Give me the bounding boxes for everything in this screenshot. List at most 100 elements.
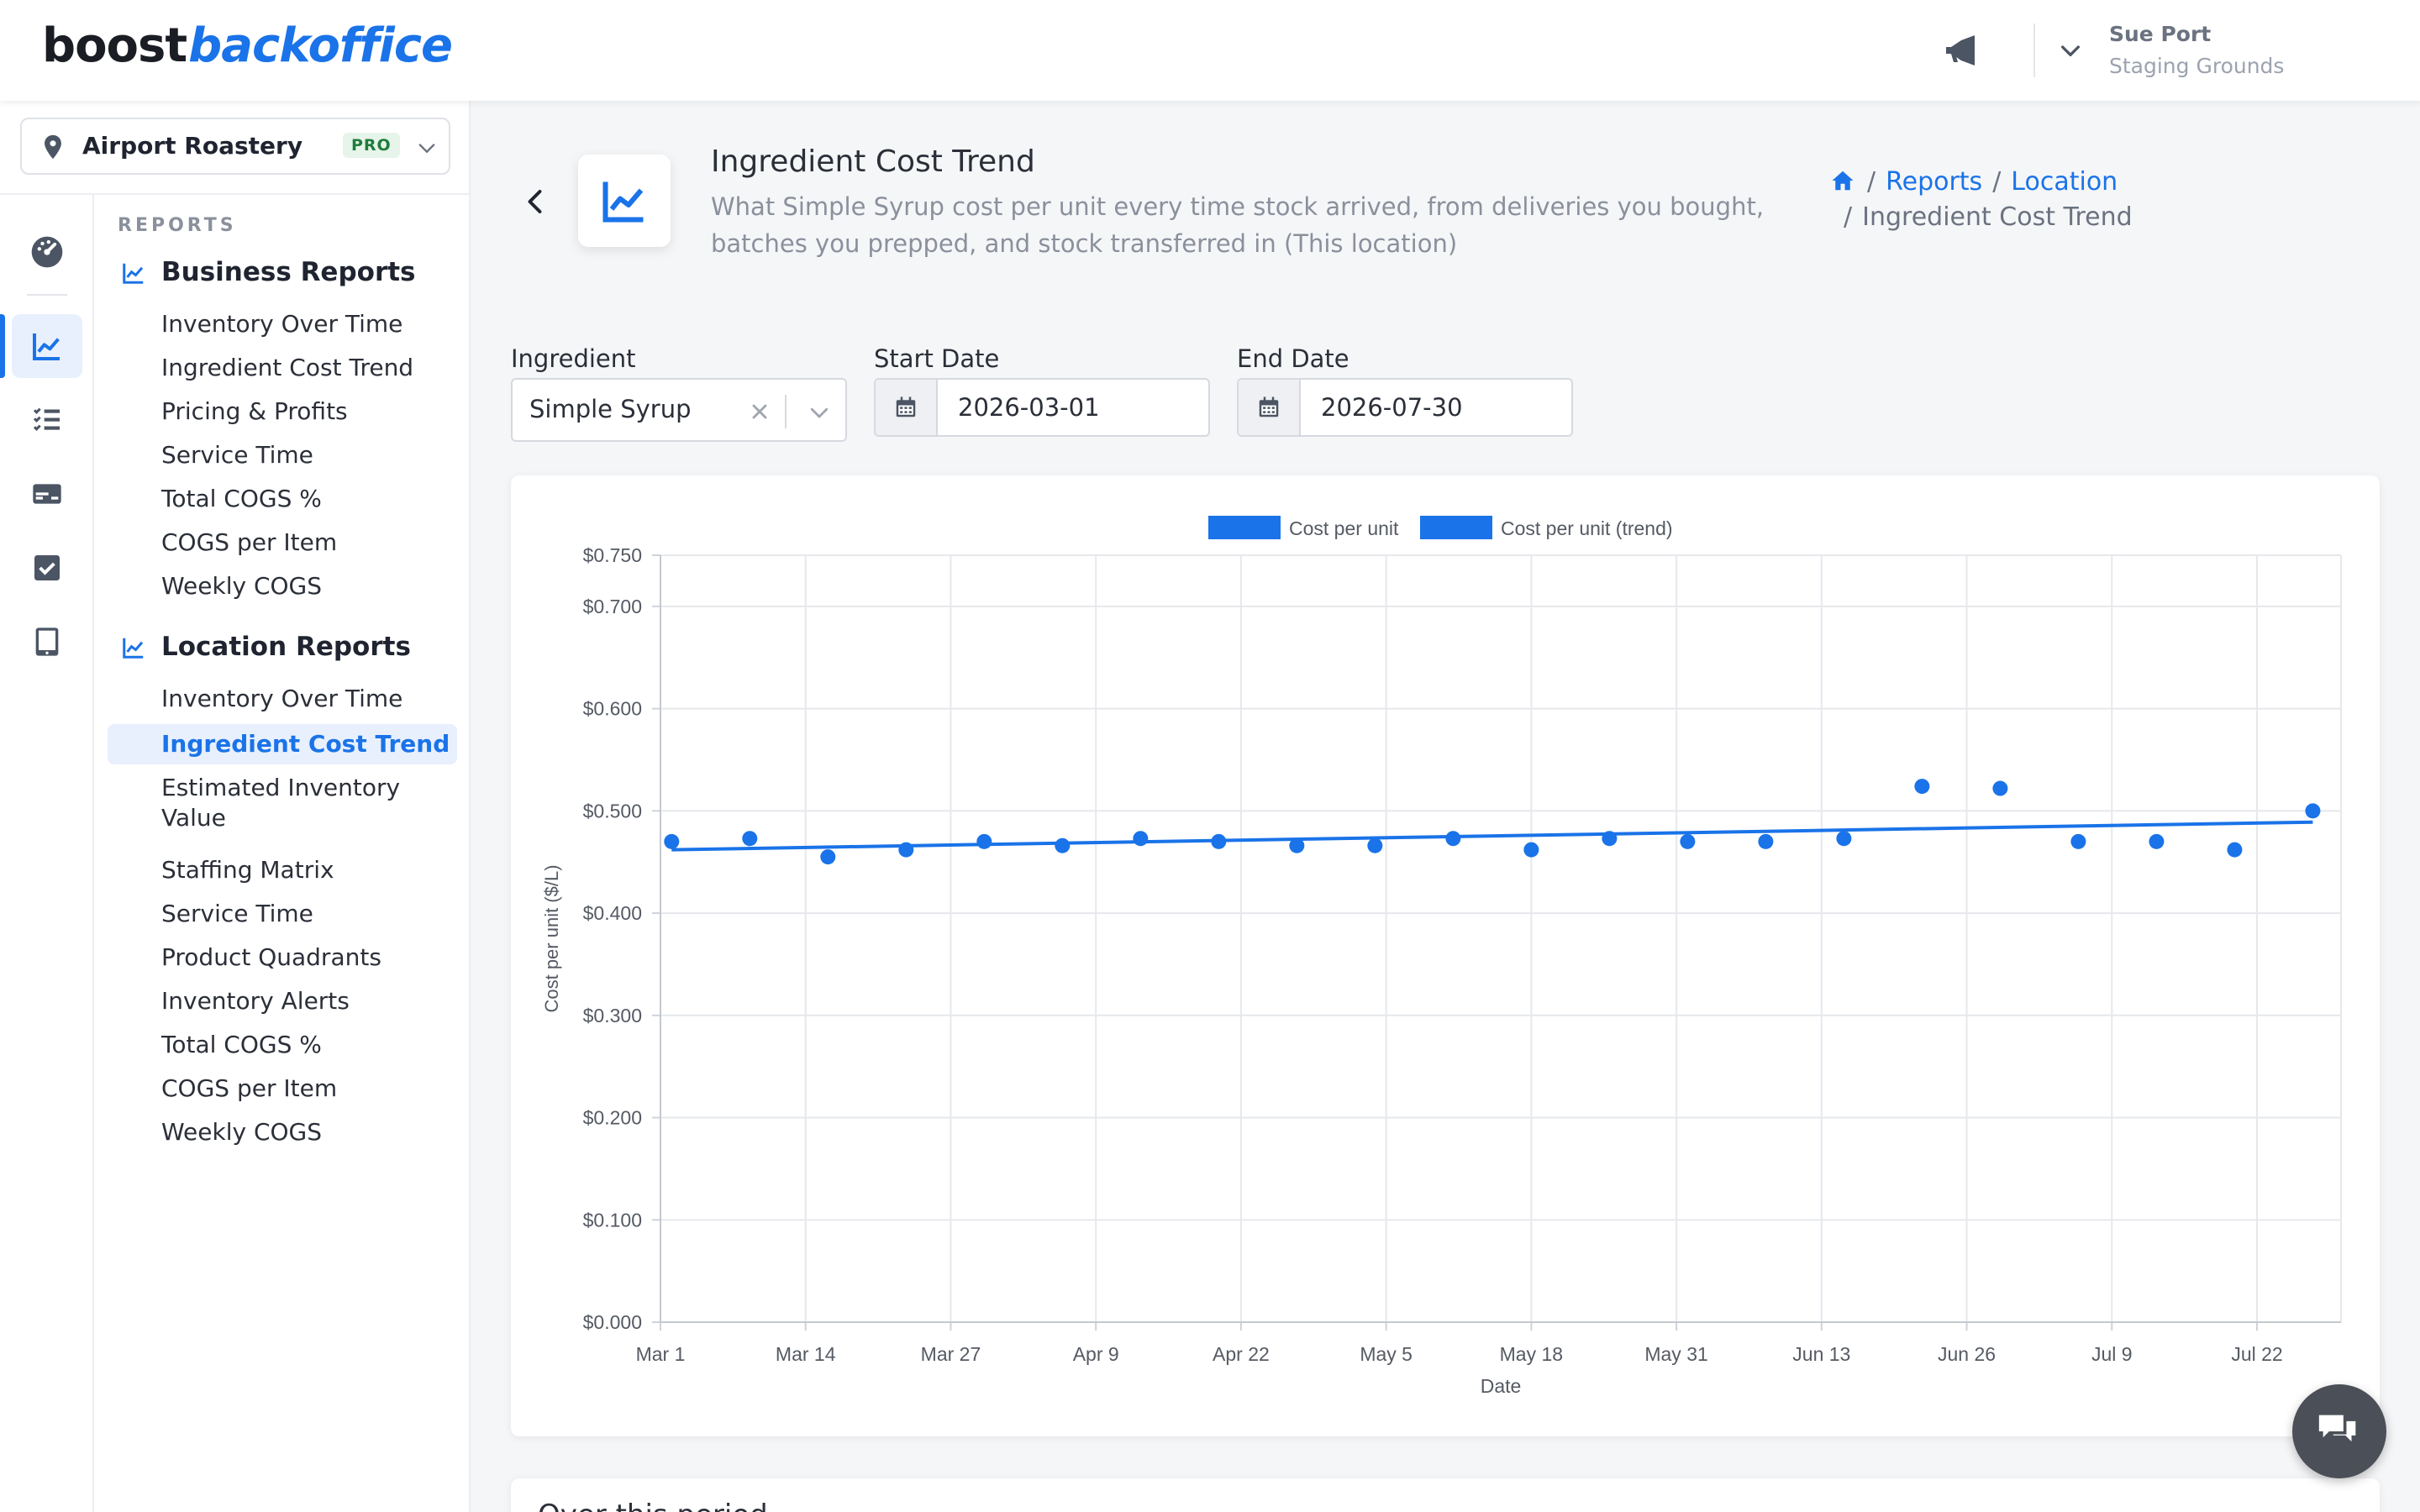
end-date-value: 2026-07-30 (1321, 393, 1463, 422)
ingredient-select[interactable]: Simple Syrup (511, 378, 847, 442)
data-point (742, 831, 758, 847)
x-tick-label: Mar 14 (776, 1343, 836, 1365)
data-point (2227, 842, 2243, 858)
ingredient-label: Ingredient (511, 344, 636, 373)
sidebar-item-estimated-inventory-value[interactable]: Estimated Inventory Value (161, 774, 401, 832)
y-tick-label: $0.600 (583, 698, 642, 720)
sidebar-divider (0, 193, 471, 195)
y-tick-label: $0.000 (583, 1311, 642, 1333)
data-point (1055, 837, 1071, 853)
x-tick-label: Jun 26 (1938, 1343, 1996, 1365)
y-axis-title: Cost per unit ($/L) (541, 864, 562, 1012)
data-point (1680, 833, 1696, 849)
page-title: Ingredient Cost Trend (711, 144, 1035, 179)
sidebar: Airport Roastery PRO REPORTS Business Re… (0, 101, 471, 1512)
sidebar-item-ingredient-cost-trend-active[interactable]: Ingredient Cost Trend (108, 724, 457, 764)
tablet-icon[interactable] (12, 610, 82, 674)
x-tick-label: Jul 22 (2231, 1343, 2282, 1365)
data-point (1758, 833, 1774, 849)
data-point (898, 842, 914, 858)
legend-label-cost-per-unit: Cost per unit (1289, 517, 1399, 539)
sidebar-item-cogs-per-item[interactable]: COGS per Item (161, 528, 338, 556)
location-name: Airport Roastery (82, 132, 303, 160)
y-tick-label: $0.200 (583, 1107, 642, 1129)
end-date-field[interactable]: 2026-07-30 (1237, 378, 1573, 437)
data-point (2149, 833, 2165, 849)
line-chart-icon (123, 638, 144, 659)
chat-button[interactable] (2292, 1384, 2386, 1478)
topbar-divider (2033, 24, 2035, 77)
sidebar-item-cogs-per-item[interactable]: COGS per Item (161, 1074, 338, 1102)
megaphone-icon[interactable] (1939, 30, 1983, 71)
cost-trend-chart: Mar 1 Mar 14 Mar 27 Apr 9 Apr 22 May 5 May 18 M… (541, 516, 2342, 1397)
line-chart-icon (123, 263, 144, 284)
data-point (1211, 833, 1227, 849)
start-date-field[interactable]: 2026-03-01 (874, 378, 1210, 437)
sidebar-item-weekly-cogs[interactable]: Weekly COGS (161, 572, 323, 600)
chevron-down-icon (418, 144, 435, 154)
data-point (1836, 831, 1852, 847)
sidebar-item-inventory-over-time[interactable]: Inventory Over Time (161, 685, 403, 712)
sidebar-item-product-quadrants[interactable]: Product Quadrants (161, 943, 381, 971)
icon-rail (0, 195, 94, 1512)
data-point (664, 833, 680, 849)
register-icon[interactable] (12, 462, 82, 526)
x-axis-title: Date (1481, 1375, 1522, 1397)
breadcrumb-separator: / (1844, 202, 1853, 232)
user-name[interactable]: Sue Port (2109, 22, 2212, 46)
checkbox-icon[interactable] (12, 536, 82, 600)
chevron-down-icon[interactable] (2057, 37, 2084, 64)
breadcrumb-location[interactable]: Location (2011, 167, 2118, 197)
x-tick-label: May 18 (1500, 1343, 1563, 1365)
x-tick-label: Jul 9 (2091, 1343, 2133, 1365)
reports-chart-icon[interactable] (12, 314, 82, 378)
user-org: Staging Grounds (2109, 54, 2285, 78)
period-summary-title: Over this period (538, 1499, 768, 1512)
data-point (1133, 831, 1149, 847)
back-arrow-icon[interactable] (521, 185, 551, 218)
sidebar-item-pricing-profits[interactable]: Pricing & Profits (161, 397, 348, 425)
y-tick-label: $0.700 (583, 596, 642, 617)
data-point (1445, 831, 1461, 847)
page-subtitle: What Simple Syrup cost per unit every ti… (711, 192, 1765, 258)
sidebar-item-total-cogs[interactable]: Total COGS % (161, 1031, 322, 1058)
dashboard-icon[interactable] (12, 220, 82, 284)
brand-logo[interactable]: boostbackoffice (42, 18, 453, 73)
breadcrumb-current: Ingredient Cost Trend (1862, 202, 2133, 232)
sidebar-item-ingredient-cost-trend[interactable]: Ingredient Cost Trend (161, 354, 414, 381)
sidebar-item-total-cogs[interactable]: Total COGS % (161, 485, 322, 512)
trend-line (671, 820, 2313, 852)
calendar-icon[interactable] (1239, 380, 1301, 435)
home-icon[interactable] (1828, 168, 1857, 193)
data-point (2305, 803, 2321, 819)
y-tick-label: $0.500 (583, 800, 642, 822)
location-selector[interactable]: Airport Roastery PRO (20, 118, 450, 175)
breadcrumb-separator: / (1867, 167, 1876, 197)
breadcrumb: / Reports / Location / Ingredient Cost Trend (1828, 165, 2165, 235)
clear-icon[interactable] (748, 400, 771, 423)
sidebar-item-service-time[interactable]: Service Time (161, 900, 313, 927)
sidebar-item-staffing-matrix[interactable]: Staffing Matrix (161, 856, 334, 884)
breadcrumb-reports[interactable]: Reports (1886, 167, 1983, 197)
period-summary-card: Over this period (511, 1478, 2380, 1512)
chat-bubbles-icon (2318, 1415, 2356, 1442)
logo-part-backoffice: backoffice (188, 18, 453, 73)
calendar-icon[interactable] (876, 380, 938, 435)
checklist-icon[interactable] (12, 388, 82, 452)
data-point (820, 849, 836, 865)
rail-divider (27, 294, 67, 296)
data-point (1602, 831, 1618, 847)
sidebar-item-inventory-alerts[interactable]: Inventory Alerts (161, 987, 350, 1015)
chevron-down-icon[interactable] (807, 400, 832, 425)
plan-badge: PRO (343, 133, 400, 158)
sidebar-item-service-time[interactable]: Service Time (161, 441, 313, 469)
end-date-label: End Date (1237, 344, 1349, 373)
chart-card: Mar 1 Mar 14 Mar 27 Apr 9 Apr 22 May 5 May 18 M… (511, 475, 2380, 1436)
data-point (976, 833, 992, 849)
sidebar-item-inventory-over-time[interactable]: Inventory Over Time (161, 310, 403, 338)
sidebar-item-weekly-cogs[interactable]: Weekly COGS (161, 1118, 323, 1146)
line-chart-icon (602, 181, 644, 223)
y-tick-label: $0.100 (583, 1209, 642, 1231)
breadcrumb-separator: / (1992, 167, 2002, 197)
top-bar: boostbackoffice Sue Port Staging Grounds (0, 0, 2420, 101)
